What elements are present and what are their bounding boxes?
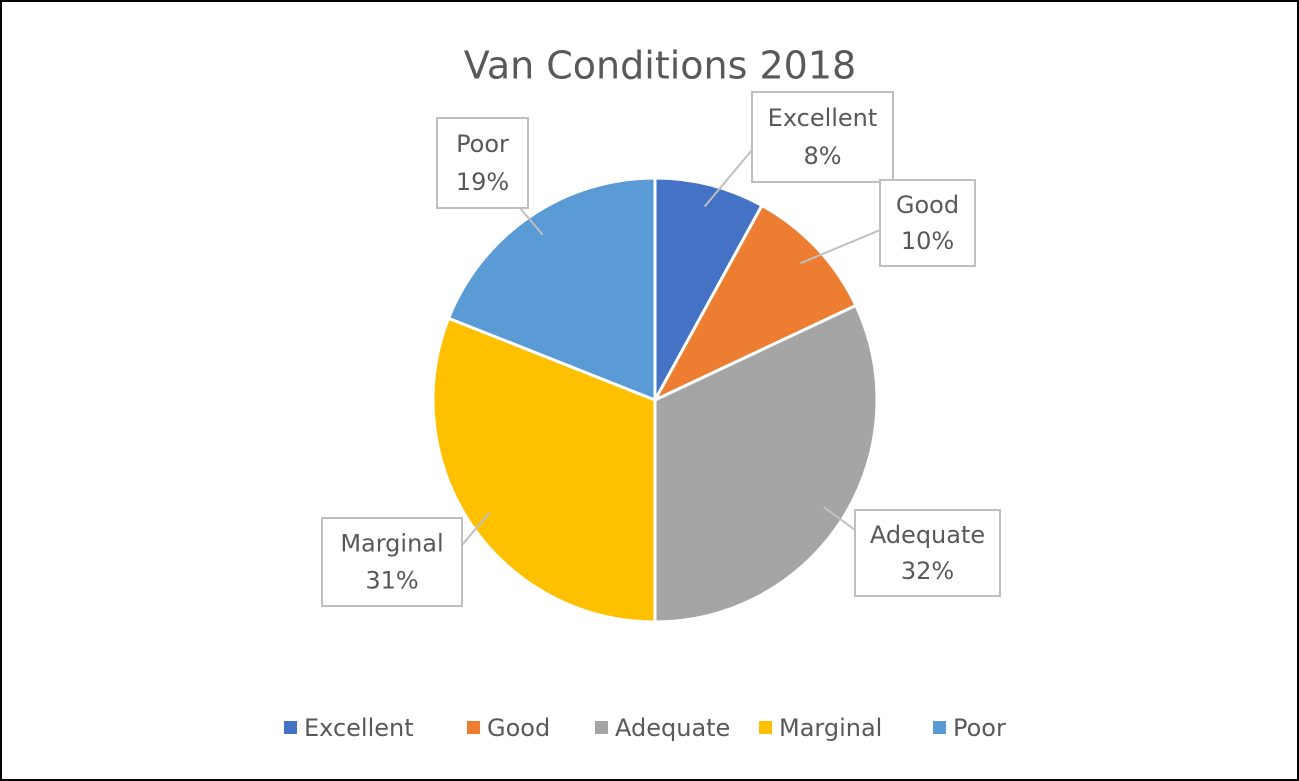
- data-label-category: Adequate: [870, 521, 985, 549]
- label-box: [436, 117, 529, 209]
- legend-marker: [467, 721, 480, 734]
- leader-line: [823, 506, 856, 531]
- data-label-category: Good: [896, 191, 959, 219]
- leader-line: [461, 511, 491, 546]
- label-box: [321, 517, 463, 607]
- legend-label: Good: [487, 714, 550, 742]
- legend-label: Adequate: [615, 714, 730, 742]
- data-label-value: 19%: [456, 168, 509, 196]
- pie-slice: [446, 176, 657, 403]
- leader-line: [800, 229, 881, 265]
- pie-slice: [653, 303, 879, 624]
- legend-marker: [759, 721, 772, 734]
- pie-slice: [651, 203, 858, 404]
- data-label-value: 8%: [803, 142, 841, 170]
- legend-label: Marginal: [779, 714, 882, 742]
- legend-marker: [595, 721, 608, 734]
- leader-line: [703, 149, 753, 208]
- legend-marker: [933, 721, 946, 734]
- legend-label: Poor: [953, 714, 1006, 742]
- data-label-category: Excellent: [768, 104, 878, 132]
- pie-slice: [653, 176, 764, 401]
- label-box: [751, 91, 894, 183]
- leader-line: [519, 207, 544, 236]
- label-box: [854, 509, 1001, 597]
- chart-title: Van Conditions 2018: [464, 44, 856, 88]
- data-label-category: Marginal: [340, 529, 443, 557]
- label-box: [879, 179, 976, 267]
- pie-slice: [431, 316, 657, 624]
- data-label-category: Poor: [456, 130, 509, 158]
- legend-label: Excellent: [304, 714, 414, 742]
- data-label-value: 32%: [901, 557, 954, 585]
- data-label-value: 31%: [365, 566, 418, 594]
- legend-marker: [284, 721, 297, 734]
- data-label-value: 10%: [901, 227, 954, 255]
